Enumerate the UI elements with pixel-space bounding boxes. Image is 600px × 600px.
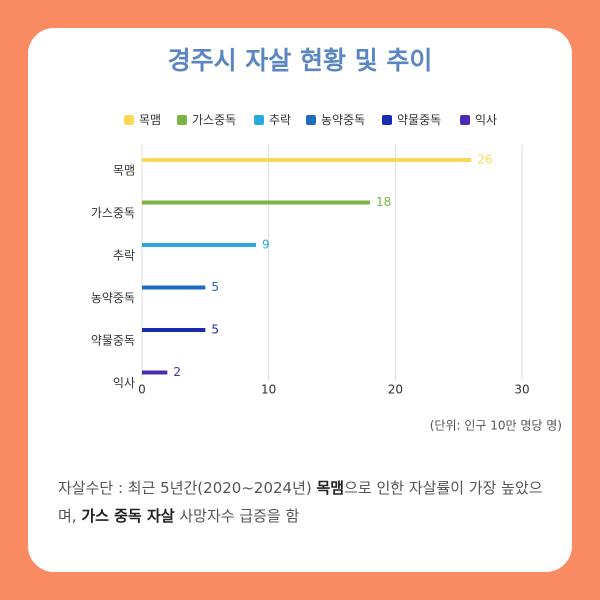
- legend-label: 추락: [269, 113, 291, 127]
- footnote-part: 가스 중독 자살: [81, 507, 175, 525]
- y-tick-label: 추락: [113, 249, 135, 263]
- footnote-part: 사망자수 급증을 함: [174, 507, 300, 525]
- card: [28, 28, 572, 572]
- y-tick-label: 목맴: [113, 164, 135, 178]
- legend-label: 익사: [475, 113, 497, 127]
- legend-label: 약물중독: [397, 112, 441, 127]
- y-tick-label: 농약중독: [91, 290, 135, 305]
- value-label: 26: [477, 153, 492, 167]
- x-tick-label: 30: [514, 383, 529, 397]
- value-label: 5: [211, 280, 219, 294]
- bar: [142, 328, 206, 332]
- footnote-part: 자살수단 : 최근 5년간(2020~2024년): [58, 479, 317, 497]
- value-label: 9: [262, 238, 270, 252]
- legend-swatch: [124, 115, 134, 125]
- bar: [142, 158, 472, 162]
- bar: [142, 243, 256, 247]
- legend-swatch: [306, 115, 316, 125]
- chart-title: 경주시 자살 현황 및 추이: [168, 46, 433, 75]
- legend-label: 농약중독: [321, 112, 365, 127]
- y-tick-label: 익사: [113, 376, 135, 390]
- legend-swatch: [382, 115, 392, 125]
- y-tick-label: 가스중독: [91, 206, 135, 220]
- bar: [142, 370, 168, 375]
- unit-note: (단위: 인구 10만 명당 명): [430, 419, 562, 433]
- y-tick-label: 약물중독: [91, 333, 135, 348]
- value-label: 5: [211, 323, 219, 337]
- legend-swatch: [254, 115, 264, 125]
- legend-swatch: [177, 115, 187, 125]
- legend-label: 목맴: [139, 113, 161, 127]
- bar: [142, 285, 206, 290]
- value-label: 18: [376, 195, 391, 209]
- footnote-part: 목맴: [316, 479, 345, 497]
- footnote: 자살수단 : 최근 5년간(2020~2024년) 목맴으로 인한 자살률이 가…: [58, 474, 558, 530]
- x-tick-label: 20: [388, 383, 403, 397]
- legend-swatch: [460, 115, 470, 125]
- legend-label: 가스중독: [192, 113, 236, 127]
- x-tick-label: 0: [138, 383, 146, 397]
- x-tick-label: 10: [261, 383, 276, 397]
- value-label: 2: [173, 365, 181, 379]
- footnote-part: 으로 인한 자살률이 가장 높았으며,: [58, 479, 543, 525]
- bar: [142, 200, 370, 205]
